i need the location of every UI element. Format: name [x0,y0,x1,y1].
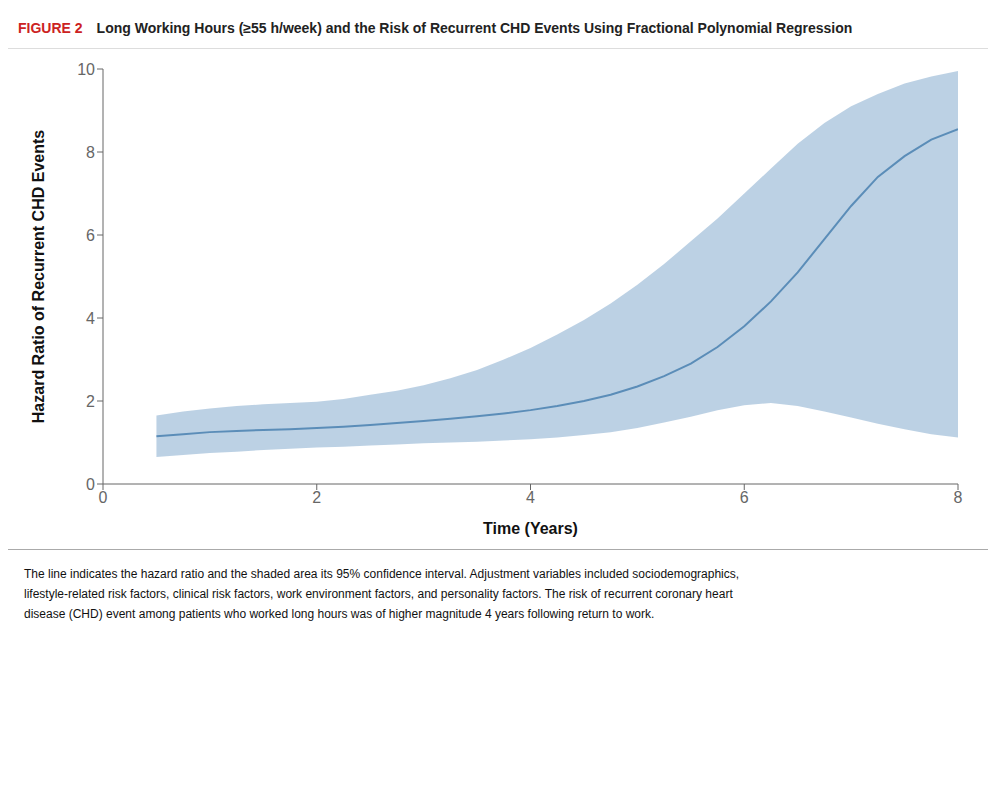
svg-text:8: 8 [954,489,963,506]
svg-text:2: 2 [86,393,95,410]
html-text:disease (CHD) event among pati: disease (CHD) event among patients who w… [24,607,655,621]
svg-text:0: 0 [99,489,108,506]
svg-text:10: 10 [77,61,95,78]
html-text:Long Working Hours (≥55 h/week: Long Working Hours (≥55 h/week) and the … [96,20,853,36]
svg-text:2: 2 [312,489,321,506]
svg-text:6: 6 [740,489,749,506]
svg-text:4: 4 [526,489,535,506]
svg-text:8: 8 [86,144,95,161]
svg-text:6: 6 [86,227,95,244]
svg-text:4: 4 [86,310,95,327]
html-text:The line indicates the hazard: The line indicates the hazard ratio and … [24,567,740,581]
svg-text:Time (Years): Time (Years) [483,520,578,537]
svg-text:0: 0 [86,476,95,493]
html-text:FIGURE 2: FIGURE 2 [18,20,83,36]
svg-text:Hazard Ratio of Recurrent CHD: Hazard Ratio of Recurrent CHD Events [30,130,47,423]
html-text:lifestyle-related risk factors: lifestyle-related risk factors, clinical… [24,587,733,601]
